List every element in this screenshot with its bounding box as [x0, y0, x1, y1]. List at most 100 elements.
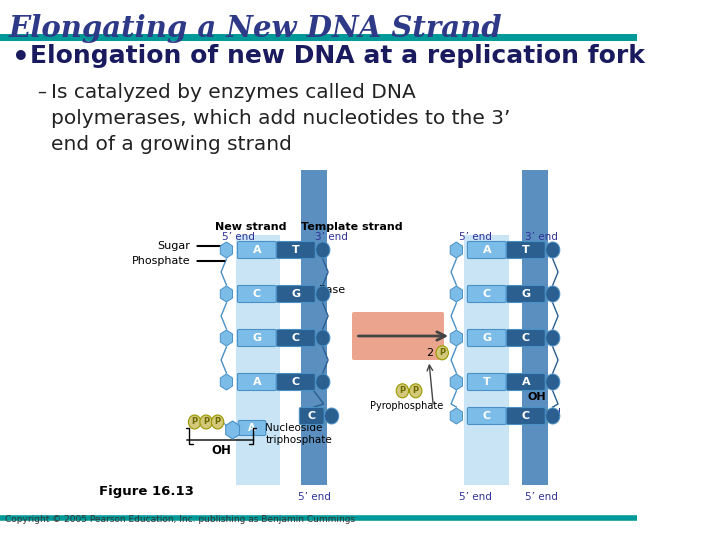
FancyBboxPatch shape	[467, 329, 506, 347]
Text: Elongating a New DNA Strand: Elongating a New DNA Strand	[9, 14, 503, 43]
Text: T: T	[292, 245, 300, 255]
Text: A: A	[253, 245, 261, 255]
FancyBboxPatch shape	[276, 329, 315, 347]
Text: 3’ end: 3’ end	[528, 408, 561, 418]
Polygon shape	[450, 408, 462, 424]
FancyBboxPatch shape	[506, 408, 545, 424]
Circle shape	[546, 408, 560, 424]
Text: 5’ end: 5’ end	[297, 492, 330, 502]
FancyBboxPatch shape	[276, 241, 315, 259]
Circle shape	[436, 346, 449, 360]
Text: OH: OH	[528, 392, 546, 402]
Text: P: P	[400, 386, 405, 395]
Polygon shape	[220, 242, 233, 258]
Polygon shape	[450, 242, 462, 258]
FancyBboxPatch shape	[300, 408, 324, 424]
Text: C: C	[482, 411, 491, 421]
Text: C: C	[292, 333, 300, 343]
Text: C: C	[292, 377, 300, 387]
Text: Figure 16.13: Figure 16.13	[99, 485, 194, 498]
Polygon shape	[220, 330, 233, 346]
Text: G: G	[252, 333, 261, 343]
Text: A: A	[253, 377, 261, 387]
FancyBboxPatch shape	[506, 286, 545, 302]
Text: 5’ end: 5’ end	[525, 492, 558, 502]
Circle shape	[546, 242, 560, 258]
Text: 5’ end: 5’ end	[222, 232, 255, 242]
Circle shape	[410, 384, 422, 398]
Circle shape	[396, 384, 408, 398]
Circle shape	[189, 415, 201, 429]
Text: P: P	[413, 386, 419, 395]
FancyBboxPatch shape	[467, 286, 506, 302]
FancyBboxPatch shape	[276, 286, 315, 302]
FancyBboxPatch shape	[352, 312, 444, 360]
Text: P: P	[439, 348, 445, 357]
Text: P: P	[215, 417, 220, 427]
Text: •: •	[12, 44, 30, 72]
Text: C: C	[307, 411, 316, 421]
Text: Is catalyzed by enzymes called DNA
polymerases, which add nucleotides to the 3’
: Is catalyzed by enzymes called DNA polym…	[51, 83, 510, 153]
Text: C: C	[253, 289, 261, 299]
Text: OH: OH	[211, 444, 231, 457]
FancyBboxPatch shape	[467, 241, 506, 259]
FancyBboxPatch shape	[238, 329, 276, 347]
Text: T: T	[483, 377, 490, 387]
Circle shape	[212, 415, 224, 429]
Polygon shape	[220, 286, 233, 302]
Text: New strand: New strand	[215, 222, 286, 232]
Text: A: A	[248, 423, 256, 433]
Text: 3’ end: 3’ end	[525, 232, 558, 242]
Circle shape	[316, 286, 330, 302]
FancyBboxPatch shape	[467, 408, 506, 424]
Text: 3’ end: 3’ end	[315, 232, 348, 242]
FancyBboxPatch shape	[522, 170, 549, 485]
FancyBboxPatch shape	[238, 374, 276, 390]
Circle shape	[546, 286, 560, 302]
Circle shape	[316, 374, 330, 390]
Text: Sugar: Sugar	[157, 241, 190, 251]
Text: Elongation of new DNA at a replication fork: Elongation of new DNA at a replication f…	[30, 44, 645, 68]
FancyBboxPatch shape	[276, 374, 315, 390]
Text: P: P	[203, 417, 209, 427]
Text: Nucleoside
triphosphate: Nucleoside triphosphate	[266, 423, 332, 445]
Polygon shape	[225, 421, 240, 439]
FancyBboxPatch shape	[467, 374, 506, 390]
Text: –: –	[37, 83, 46, 101]
Polygon shape	[450, 374, 462, 390]
Text: Copyright © 2005 Pearson Education, Inc. publishing as Benjamin Cummings: Copyright © 2005 Pearson Education, Inc.…	[5, 515, 356, 524]
Circle shape	[200, 415, 212, 429]
FancyBboxPatch shape	[506, 374, 545, 390]
FancyBboxPatch shape	[238, 421, 266, 435]
Text: A: A	[482, 245, 491, 255]
Text: C: C	[522, 333, 530, 343]
Circle shape	[546, 374, 560, 390]
FancyBboxPatch shape	[236, 235, 280, 485]
Text: A: A	[521, 377, 530, 387]
Text: 5’ end: 5’ end	[459, 492, 492, 502]
Text: G: G	[521, 289, 531, 299]
FancyBboxPatch shape	[238, 286, 276, 302]
Text: C: C	[482, 289, 491, 299]
Circle shape	[316, 330, 330, 346]
Text: Phosphate: Phosphate	[132, 256, 190, 266]
Polygon shape	[450, 330, 462, 346]
Polygon shape	[220, 374, 233, 390]
FancyBboxPatch shape	[506, 241, 545, 259]
FancyBboxPatch shape	[238, 241, 276, 259]
Text: Template strand: Template strand	[301, 222, 402, 232]
Text: G: G	[292, 289, 300, 299]
Text: Pyrophosphate: Pyrophosphate	[370, 401, 444, 411]
Circle shape	[316, 242, 330, 258]
Text: Base: Base	[318, 285, 346, 295]
Circle shape	[546, 330, 560, 346]
FancyBboxPatch shape	[301, 170, 327, 485]
Text: 5’ end: 5’ end	[459, 232, 492, 242]
Text: P: P	[192, 417, 197, 427]
FancyBboxPatch shape	[506, 329, 545, 347]
Text: G: G	[482, 333, 491, 343]
Text: C: C	[522, 411, 530, 421]
Text: T: T	[522, 245, 530, 255]
FancyBboxPatch shape	[464, 235, 508, 485]
Polygon shape	[450, 286, 462, 302]
